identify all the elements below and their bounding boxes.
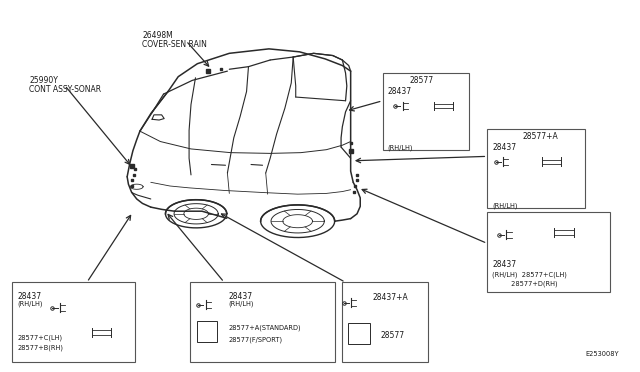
Text: 28437: 28437 [228,292,252,301]
Text: E253008Y: E253008Y [585,351,619,357]
Text: (RH/LH): (RH/LH) [228,300,253,307]
Text: (RH/LH)  28577+C(LH): (RH/LH) 28577+C(LH) [492,271,567,278]
Text: 28577+A(STANDARD): 28577+A(STANDARD) [228,325,301,331]
FancyBboxPatch shape [197,321,216,341]
FancyBboxPatch shape [189,282,335,362]
Text: 28577(F/SPORT): 28577(F/SPORT) [228,336,282,343]
Text: 28437: 28437 [492,260,516,269]
Text: 28577+B(RH): 28577+B(RH) [17,344,63,351]
Text: 28577+A: 28577+A [522,132,558,141]
Text: CONT ASSY-SONAR: CONT ASSY-SONAR [29,85,102,94]
Text: 28437: 28437 [492,142,516,152]
FancyBboxPatch shape [12,282,136,362]
Text: COVER-SEN RAIN: COVER-SEN RAIN [143,40,207,49]
Text: (RH/LH): (RH/LH) [17,300,43,307]
FancyBboxPatch shape [342,282,428,362]
Text: 28577+C(LH): 28577+C(LH) [17,334,63,341]
Text: 28437: 28437 [17,292,42,301]
Text: 28577: 28577 [410,76,433,85]
FancyBboxPatch shape [348,323,371,344]
Text: 26498M: 26498M [143,31,173,40]
Text: 28437: 28437 [388,87,412,96]
Text: 25990Y: 25990Y [29,76,58,84]
Text: 28577+D(RH): 28577+D(RH) [492,280,558,287]
FancyBboxPatch shape [487,129,585,208]
FancyBboxPatch shape [487,212,610,292]
FancyBboxPatch shape [383,73,468,150]
Text: 28437+A: 28437+A [372,293,408,302]
Text: (RH/LH): (RH/LH) [388,144,413,151]
Text: (RH/LH): (RH/LH) [492,203,518,209]
Text: 28577: 28577 [380,331,404,340]
